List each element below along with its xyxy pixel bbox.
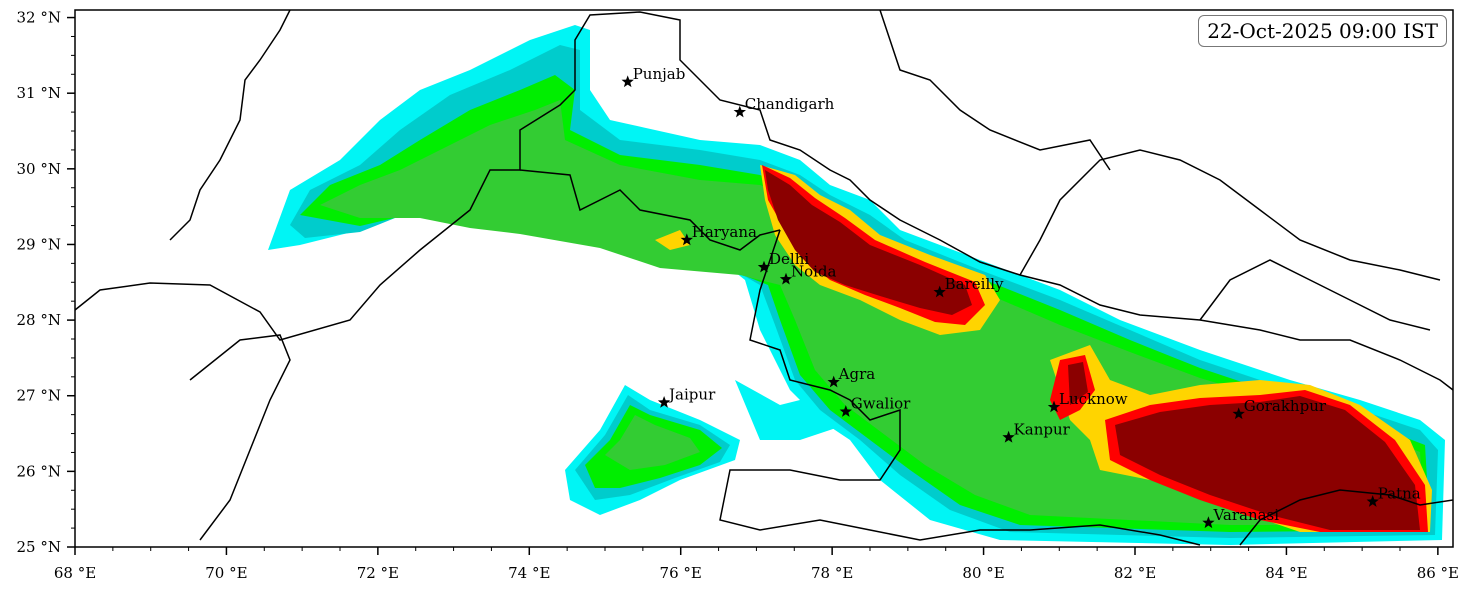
star-icon xyxy=(1002,430,1015,443)
x-tick-label: 86 °E xyxy=(1417,564,1459,582)
x-tick-label: 68 °E xyxy=(54,564,96,582)
x-tick-label: 80 °E xyxy=(962,564,1004,582)
city-marker-kanpur: Kanpur xyxy=(1002,420,1071,443)
city-label: Punjab xyxy=(633,65,686,83)
star-icon xyxy=(1366,495,1379,507)
state-boundary xyxy=(1019,149,1441,281)
star-icon xyxy=(621,75,634,88)
star-icon xyxy=(933,285,946,298)
star-icon xyxy=(757,260,771,273)
x-tick-label: 78 °E xyxy=(811,564,853,582)
state-boundary xyxy=(169,10,291,241)
star-icon xyxy=(680,233,693,246)
city-label: Delhi xyxy=(769,250,809,268)
star-icon xyxy=(827,375,840,388)
x-tick-label: 70 °E xyxy=(205,564,247,582)
national-boundary xyxy=(75,11,1453,391)
y-tick-label: 31 °N xyxy=(17,84,61,102)
city-label: Kanpur xyxy=(1014,420,1071,438)
city-label: Haryana xyxy=(692,223,757,241)
y-tick-label: 27 °N xyxy=(17,387,61,405)
star-icon xyxy=(839,405,852,417)
city-label: Gwalior xyxy=(851,395,911,413)
city-label: Noida xyxy=(791,262,837,280)
x-tick-label: 74 °E xyxy=(508,564,550,582)
city-label: Chandigarh xyxy=(745,95,835,113)
y-axis: 25 °N 26 °N 27 °N 28 °N 29 °N 30 °N 31 °N 32 °N xyxy=(17,9,75,556)
star-icon xyxy=(779,272,793,285)
city-label: Jaipur xyxy=(667,386,716,404)
city-label: Bareilly xyxy=(945,275,1004,293)
plot-frame xyxy=(74,9,1454,548)
state-boundary xyxy=(1199,259,1431,331)
star-icon xyxy=(1047,400,1061,413)
y-tick-label: 28 °N xyxy=(17,311,61,329)
city-marker-delhi: Delhi xyxy=(757,250,809,273)
star-icon xyxy=(1232,407,1245,420)
state-boundary xyxy=(519,169,781,251)
star-icon xyxy=(657,396,671,408)
rainfall-band-darkred xyxy=(765,170,1420,530)
city-marker-lucknow: Lucknow xyxy=(1047,390,1128,413)
city-marker-noida: Noida xyxy=(779,262,837,285)
y-tick-label: 29 °N xyxy=(17,235,61,253)
state-boundary xyxy=(189,334,291,541)
city-marker-jaipur: Jaipur xyxy=(657,386,716,408)
timestamp-label: 22-Oct-2025 09:00 IST xyxy=(1198,15,1447,47)
state-boundary xyxy=(1239,489,1453,546)
city-marker-haryana: Haryana xyxy=(680,223,757,246)
city-marker-punjab: Punjab xyxy=(621,65,686,88)
city-label: Gorakhpur xyxy=(1244,397,1327,415)
y-tick-label: 26 °N xyxy=(17,462,61,480)
city-marker-varanasi: Varanasi xyxy=(1202,506,1279,529)
city-label: Agra xyxy=(838,365,876,383)
star-icon xyxy=(1202,516,1215,529)
city-marker-chandigarh: Chandigarh xyxy=(733,95,835,118)
x-tick-label: 82 °E xyxy=(1114,564,1156,582)
x-tick-label: 76 °E xyxy=(660,564,702,582)
city-marker-patna: Patna xyxy=(1366,485,1421,507)
y-tick-label: 32 °N xyxy=(17,9,61,27)
city-marker-gorakhpur: Gorakhpur xyxy=(1232,397,1327,420)
y-tick-label: 30 °N xyxy=(17,160,61,178)
city-marker-gwalior: Gwalior xyxy=(839,395,911,417)
boundaries xyxy=(75,10,1453,546)
x-axis: 68 °E 70 °E 72 °E 74 °E 76 °E 78 °E 80 °E 82 °E… xyxy=(54,547,1459,582)
city-marker-agra: Agra xyxy=(827,365,876,388)
x-tick-label: 84 °E xyxy=(1265,564,1307,582)
city-label: Lucknow xyxy=(1059,390,1128,408)
city-marker-bareilly: Bareilly xyxy=(933,275,1004,298)
city-label: Patna xyxy=(1378,485,1421,503)
x-tick-label: 72 °E xyxy=(357,564,399,582)
city-label: Varanasi xyxy=(1212,506,1279,524)
y-tick-label: 25 °N xyxy=(17,538,61,556)
state-boundary xyxy=(879,10,1111,171)
star-icon xyxy=(733,105,746,118)
state-boundary xyxy=(719,229,1201,546)
